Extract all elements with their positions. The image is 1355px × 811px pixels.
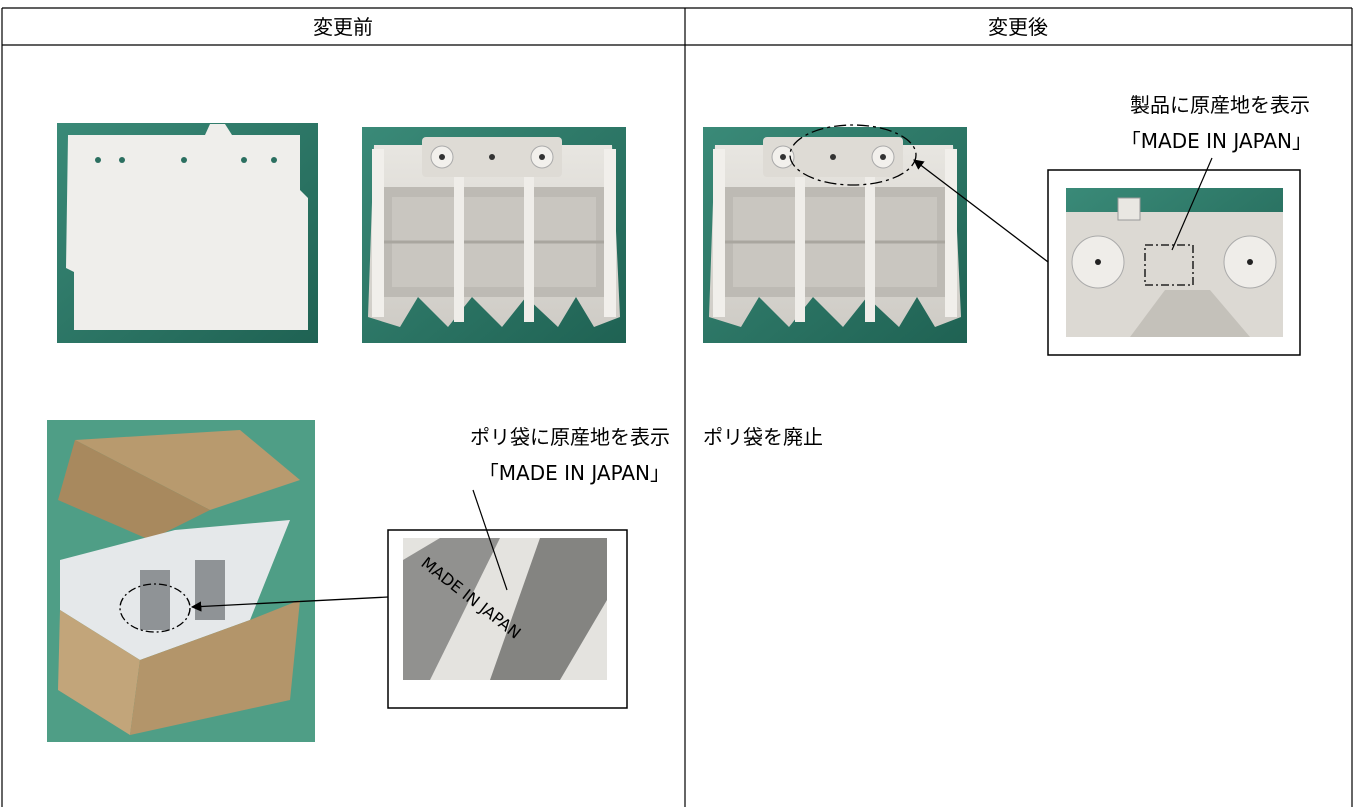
arrow [913, 159, 1053, 266]
product-label: 製品に原産地を表示 [1130, 93, 1310, 117]
panel-photo [57, 123, 318, 343]
bag-label-sub: 「MADE IN JAPAN」 [479, 461, 670, 485]
inset-photo-bag [403, 538, 607, 680]
bag-label: ポリ袋に原産地を表示 [470, 425, 670, 449]
marker-ellipse-bag [119, 583, 191, 633]
tray-photo-after [703, 127, 967, 343]
product-label-sub: 「MADE IN JAPAN」 [1121, 129, 1312, 153]
marker-rect [1144, 244, 1194, 286]
leader-line-bag [472, 489, 508, 591]
table-frame [1, 7, 1353, 807]
tray-photo [362, 127, 626, 343]
box-photo [47, 420, 315, 742]
bag-note: ポリ袋を廃止 [703, 425, 823, 449]
header-before: 変更前 [313, 15, 373, 39]
header-after: 変更後 [988, 15, 1048, 39]
arrow-bag [190, 596, 389, 612]
inset-photo-product [1066, 188, 1283, 337]
leader-line [1171, 157, 1213, 251]
marker-ellipse [789, 124, 917, 186]
